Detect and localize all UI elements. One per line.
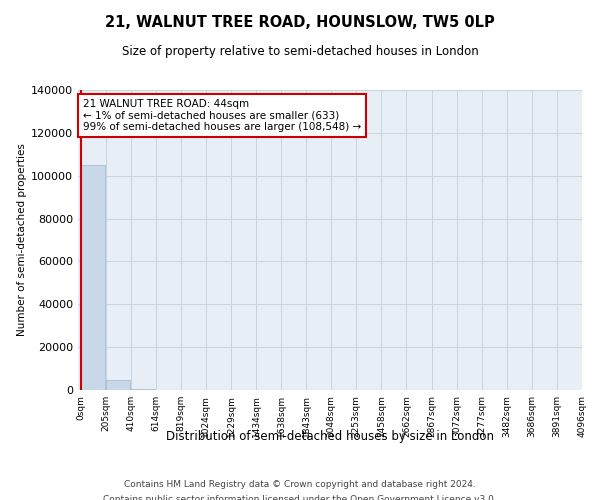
Text: 21 WALNUT TREE ROAD: 44sqm
← 1% of semi-detached houses are smaller (633)
99% of: 21 WALNUT TREE ROAD: 44sqm ← 1% of semi-… xyxy=(83,99,361,132)
Text: Size of property relative to semi-detached houses in London: Size of property relative to semi-detach… xyxy=(122,45,478,58)
Text: Contains HM Land Registry data © Crown copyright and database right 2024.: Contains HM Land Registry data © Crown c… xyxy=(124,480,476,489)
Text: Contains public sector information licensed under the Open Government Licence v3: Contains public sector information licen… xyxy=(103,495,497,500)
Text: 21, WALNUT TREE ROAD, HOUNSLOW, TW5 0LP: 21, WALNUT TREE ROAD, HOUNSLOW, TW5 0LP xyxy=(105,15,495,30)
Y-axis label: Number of semi-detached properties: Number of semi-detached properties xyxy=(17,144,27,336)
Bar xyxy=(81,164,106,390)
Bar xyxy=(106,380,130,390)
Bar xyxy=(131,389,155,390)
Text: Distribution of semi-detached houses by size in London: Distribution of semi-detached houses by … xyxy=(166,430,494,443)
